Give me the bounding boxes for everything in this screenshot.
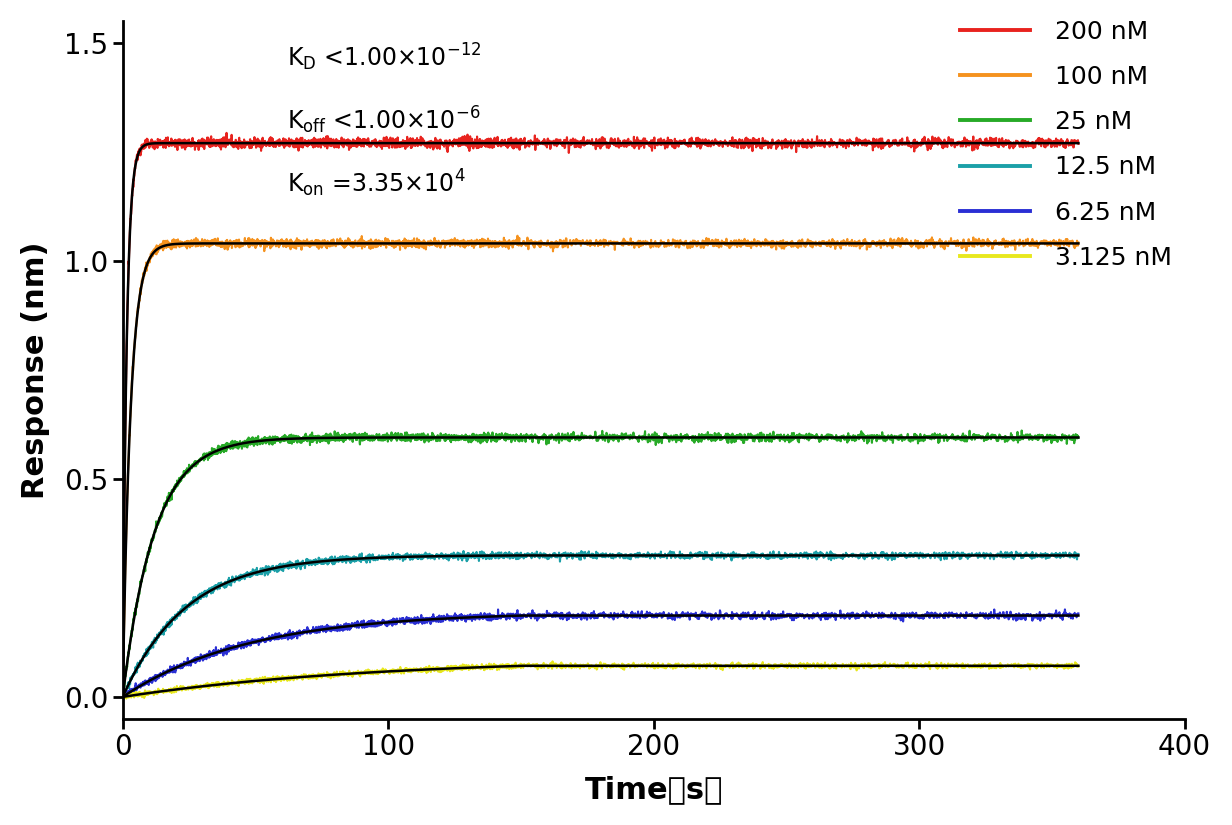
Y-axis label: Response (nm): Response (nm) [21, 241, 49, 498]
Legend: 200 nM, 100 nM, 25 nM, 12.5 nM, 6.25 nM, 3.125 nM: 200 nM, 100 nM, 25 nM, 12.5 nM, 6.25 nM,… [960, 20, 1172, 270]
Text: K$_\mathregular{on}$ =3.35×10$^{4}$: K$_\mathregular{on}$ =3.35×10$^{4}$ [287, 167, 466, 199]
Text: K$_\mathregular{D}$ <1.00×10$^{-12}$: K$_\mathregular{D}$ <1.00×10$^{-12}$ [287, 42, 482, 73]
X-axis label: Time（s）: Time（s） [584, 776, 723, 804]
Text: K$_\mathregular{off}$ <1.00×10$^{-6}$: K$_\mathregular{off}$ <1.00×10$^{-6}$ [287, 105, 480, 136]
